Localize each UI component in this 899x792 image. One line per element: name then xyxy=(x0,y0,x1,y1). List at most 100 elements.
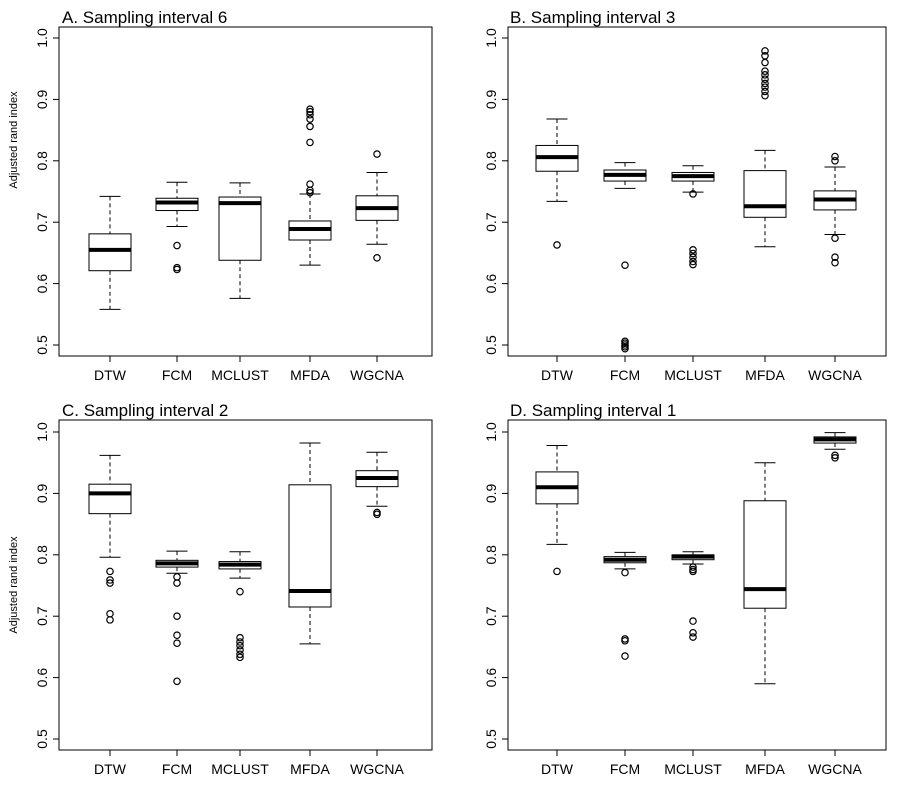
outlier-point xyxy=(236,650,244,659)
box-mclust: MCLUST xyxy=(664,551,722,777)
y-tick-label: 0.6 xyxy=(34,668,50,688)
outlier-point xyxy=(173,677,181,686)
box-dtw: DTW xyxy=(535,445,579,777)
box-mfda: MFDA xyxy=(743,462,787,777)
y-tick-label: 0.5 xyxy=(34,335,50,355)
box-fcm: FCM xyxy=(155,181,199,383)
outlier-point xyxy=(761,91,769,100)
y-tick-label: 0.9 xyxy=(483,89,499,109)
y-axis-label: Adjusted rand index xyxy=(8,91,20,189)
box-fcm: FCM xyxy=(603,551,647,777)
x-tick-label: WGCNA xyxy=(350,367,404,383)
outlier-point xyxy=(761,79,769,88)
box-dtw: DTW xyxy=(535,118,579,383)
outlier-point xyxy=(236,653,244,662)
outlier-point xyxy=(831,157,839,165)
outlier-point xyxy=(689,246,697,254)
x-tick-label: MCLUST xyxy=(664,367,722,383)
outlier-point xyxy=(689,190,697,198)
outlier-point xyxy=(173,241,181,250)
outlier-point xyxy=(236,633,244,642)
outlier-point xyxy=(831,253,839,261)
outlier-point xyxy=(173,631,181,640)
outlier-point xyxy=(106,576,114,584)
box-wgcna: WGCNA xyxy=(808,152,862,383)
x-tick-label: MFDA xyxy=(745,761,785,777)
outlier-point xyxy=(761,75,769,83)
box-wgcna: WGCNA xyxy=(808,432,862,777)
outlier-point xyxy=(761,67,769,75)
y-tick-label: 0.9 xyxy=(483,483,499,503)
y-tick-label: 0.8 xyxy=(483,545,499,565)
outlier-point xyxy=(306,188,314,197)
outlier-point xyxy=(761,83,769,91)
panel-title: D. Sampling interval 1 xyxy=(510,401,676,420)
outlier-point xyxy=(831,258,839,267)
box-mfda: MFDA xyxy=(743,47,787,383)
plot-frame xyxy=(507,26,887,357)
y-tick-label: 1.0 xyxy=(34,28,50,48)
y-tick-label: 1.0 xyxy=(34,422,50,442)
panel-b: B. Sampling interval 3 0.5 0.6 0.7 0.8 0.9 1.… xyxy=(483,8,887,383)
x-tick-label: FCM xyxy=(162,367,192,383)
outlier-point xyxy=(689,260,697,269)
y-tick-label: 0.5 xyxy=(483,335,499,355)
x-tick-label: DTW xyxy=(541,761,574,777)
x-tick-label: MCLUST xyxy=(664,761,722,777)
x-tick-label: DTW xyxy=(94,761,127,777)
outlier-point xyxy=(373,150,381,158)
outlier-point xyxy=(831,451,839,460)
outlier-point xyxy=(373,510,381,519)
outlier-point xyxy=(373,254,381,262)
panel-title: A. Sampling interval 6 xyxy=(62,8,227,27)
x-tick-label: FCM xyxy=(162,761,192,777)
panel-a: A. Sampling interval 6 Adjusted rand ind… xyxy=(8,8,433,383)
y-tick-label: 0.9 xyxy=(34,483,50,503)
iqr-box xyxy=(743,500,787,609)
outlier-point xyxy=(621,652,629,660)
outlier-point xyxy=(306,122,314,131)
x-tick-label: WGCNA xyxy=(808,367,862,383)
outlier-point xyxy=(236,638,244,646)
y-tick-label: 1.0 xyxy=(483,422,499,442)
outlier-point xyxy=(106,579,114,587)
outlier-point xyxy=(173,639,181,648)
outlier-point xyxy=(621,261,629,269)
box-mclust: MCLUST xyxy=(211,551,269,777)
x-tick-label: FCM xyxy=(610,761,640,777)
y-axis-label: Adjusted rand index xyxy=(8,536,20,634)
plot-frame xyxy=(58,26,433,357)
box-mclust: MCLUST xyxy=(211,182,269,383)
y-tick-label: 0.7 xyxy=(483,212,499,232)
outlier-point xyxy=(689,617,697,625)
outlier-point xyxy=(831,234,839,242)
outlier-point xyxy=(621,636,629,645)
outlier-point xyxy=(236,646,244,654)
outlier-point xyxy=(689,257,697,266)
outlier-point xyxy=(831,453,839,462)
y-tick-label: 0.8 xyxy=(34,545,50,565)
panel-title: C. Sampling interval 2 xyxy=(62,401,228,420)
outlier-point xyxy=(831,152,839,161)
outlier-point xyxy=(761,87,769,96)
x-tick-label: MFDA xyxy=(745,367,785,383)
x-tick-label: WGCNA xyxy=(808,761,862,777)
outlier-point xyxy=(306,110,314,119)
outlier-point xyxy=(761,47,769,55)
outlier-point xyxy=(553,567,561,576)
outlier-point xyxy=(306,107,314,116)
box-mfda: MFDA xyxy=(288,442,332,777)
box-wgcna: WGCNA xyxy=(350,451,404,777)
box-mfda: MFDA xyxy=(288,105,332,383)
y-tick-label: 0.7 xyxy=(34,212,50,232)
y-tick-label: 1.0 xyxy=(483,28,499,48)
x-tick-label: DTW xyxy=(541,367,574,383)
outlier-point xyxy=(689,253,697,261)
plot-frame xyxy=(58,419,433,751)
outlier-point xyxy=(621,344,629,353)
x-tick-label: MCLUST xyxy=(211,367,269,383)
iqr-box xyxy=(218,196,262,261)
box-marks: 0.5 0.6 0.7 0.8 0.9 1.0 DTW FCM MCLUST MFDA WGCNA xyxy=(483,422,862,777)
